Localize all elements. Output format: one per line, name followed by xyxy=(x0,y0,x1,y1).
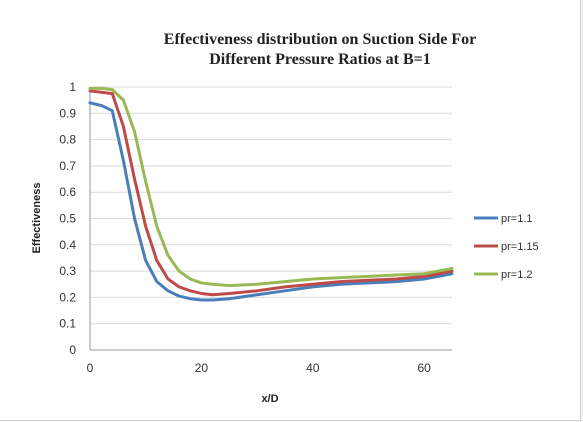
x-tick-label: 0 xyxy=(87,361,94,375)
y-tick-label: 0.2 xyxy=(59,290,76,304)
x-tick-label: 20 xyxy=(195,361,209,375)
y-tick-label: 0.4 xyxy=(59,238,76,252)
chart-title-line-1: Effectiveness distribution on Suction Si… xyxy=(164,31,476,48)
legend-label: pr=1.15 xyxy=(501,241,539,253)
y-tick-label: 0 xyxy=(69,343,76,357)
y-tick-label: 0.6 xyxy=(59,185,76,199)
y-tick-label: 0.5 xyxy=(59,212,76,226)
y-tick-label: 0.7 xyxy=(59,159,76,173)
y-tick-label: 0.1 xyxy=(59,317,76,331)
series-line-pr=1.15 xyxy=(88,89,454,297)
series-line-pr=1.1 xyxy=(88,101,454,302)
series-line-pr=1.2 xyxy=(88,86,454,288)
x-tick-label: 40 xyxy=(306,361,320,375)
gridlines xyxy=(89,86,452,351)
tick-labels: 0 0.1 0.2 0.3 0.4 0.5 0.6 0.7 0.8 0.9 1 0 20 40 60 xyxy=(59,80,431,375)
y-tick-label: 0.8 xyxy=(59,133,76,147)
chart-title-line-2: Different Pressure Ratios at B=1 xyxy=(209,51,431,68)
legend-label: pr=1.1 xyxy=(501,213,533,225)
legend-label: pr=1.2 xyxy=(501,269,533,281)
y-tick-label: 0.3 xyxy=(59,264,76,278)
y-tick-label: 1 xyxy=(69,80,76,94)
y-tick-label: 0.9 xyxy=(59,106,76,120)
y-axis-label: Effectiveness xyxy=(31,183,43,254)
x-tick-label: 60 xyxy=(417,361,431,375)
series-lines xyxy=(88,86,454,302)
legend: pr=1.1 pr=1.15 pr=1.2 xyxy=(474,213,539,281)
x-axis-label: x/D xyxy=(261,393,278,405)
